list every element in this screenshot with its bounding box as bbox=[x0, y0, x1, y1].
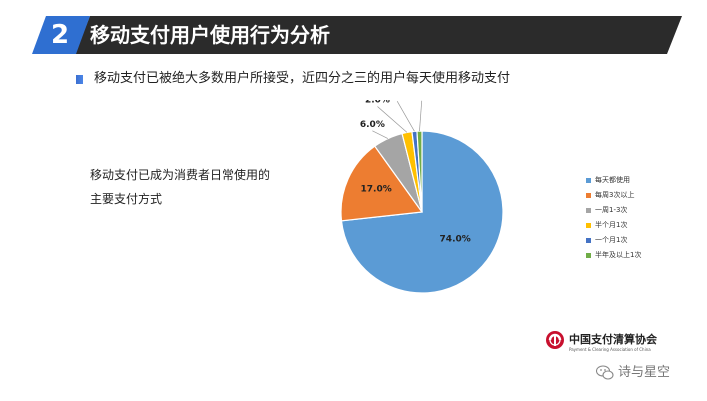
legend-swatch bbox=[586, 193, 591, 198]
data-label: 6.0% bbox=[360, 120, 385, 130]
legend-swatch bbox=[586, 238, 591, 243]
legend-swatch bbox=[586, 208, 591, 213]
pie-chart: 74.0%17.0%6.0%2.0%1.0%1.0% bbox=[340, 100, 504, 294]
legend-swatch bbox=[586, 253, 591, 258]
legend-label: 半年及以上1次 bbox=[595, 251, 642, 259]
watermark-text: 诗与星空 bbox=[618, 365, 671, 380]
data-label-leader-line bbox=[377, 106, 408, 133]
pie-slice bbox=[416, 130, 423, 213]
legend-swatch bbox=[586, 223, 591, 228]
side-note-line-2: 主要支付方式 bbox=[90, 192, 163, 206]
data-label: 2.0% bbox=[365, 100, 390, 106]
association-logo: 中国支付清算协会 Payment & Clearing Association … bbox=[545, 330, 695, 360]
legend-label: 每周3次以上 bbox=[595, 191, 635, 199]
data-label: 17.0% bbox=[361, 185, 392, 195]
legend-label: 一周1-3次 bbox=[595, 206, 628, 214]
legend-swatch bbox=[586, 178, 591, 183]
legend-label: 每天都使用 bbox=[595, 176, 630, 184]
logo-name-cn: 中国支付清算协会 bbox=[569, 333, 657, 346]
side-note-line-1: 移动支付已成为消费者日常使用的 bbox=[90, 168, 271, 182]
bullet-square-icon bbox=[76, 75, 83, 84]
side-note: 移动支付已成为消费者日常使用的 主要支付方式 bbox=[90, 163, 330, 211]
legend-label: 半个月1次 bbox=[595, 221, 628, 229]
data-label-leader-line bbox=[419, 100, 423, 132]
data-label-leader-line bbox=[396, 100, 415, 132]
logo-name-en: Payment & Clearing Association of China bbox=[569, 347, 651, 352]
data-label-leader-line bbox=[372, 130, 388, 139]
bullet-text: 移动支付已被绝大多数用户所接受，近四分之三的用户每天使用移动支付 bbox=[94, 71, 511, 86]
data-label: 74.0% bbox=[440, 235, 471, 245]
title-bar-shape bbox=[32, 16, 682, 54]
association-emblem-icon bbox=[546, 331, 564, 349]
legend-label: 一个月1次 bbox=[595, 236, 628, 244]
section-number: 2 bbox=[50, 20, 70, 50]
pie-slice bbox=[340, 145, 424, 222]
wechat-icon bbox=[596, 365, 614, 380]
title-bar: 2 移动支付用户使用行为分析 bbox=[32, 16, 682, 54]
page-title: 移动支付用户使用行为分析 bbox=[90, 23, 330, 47]
